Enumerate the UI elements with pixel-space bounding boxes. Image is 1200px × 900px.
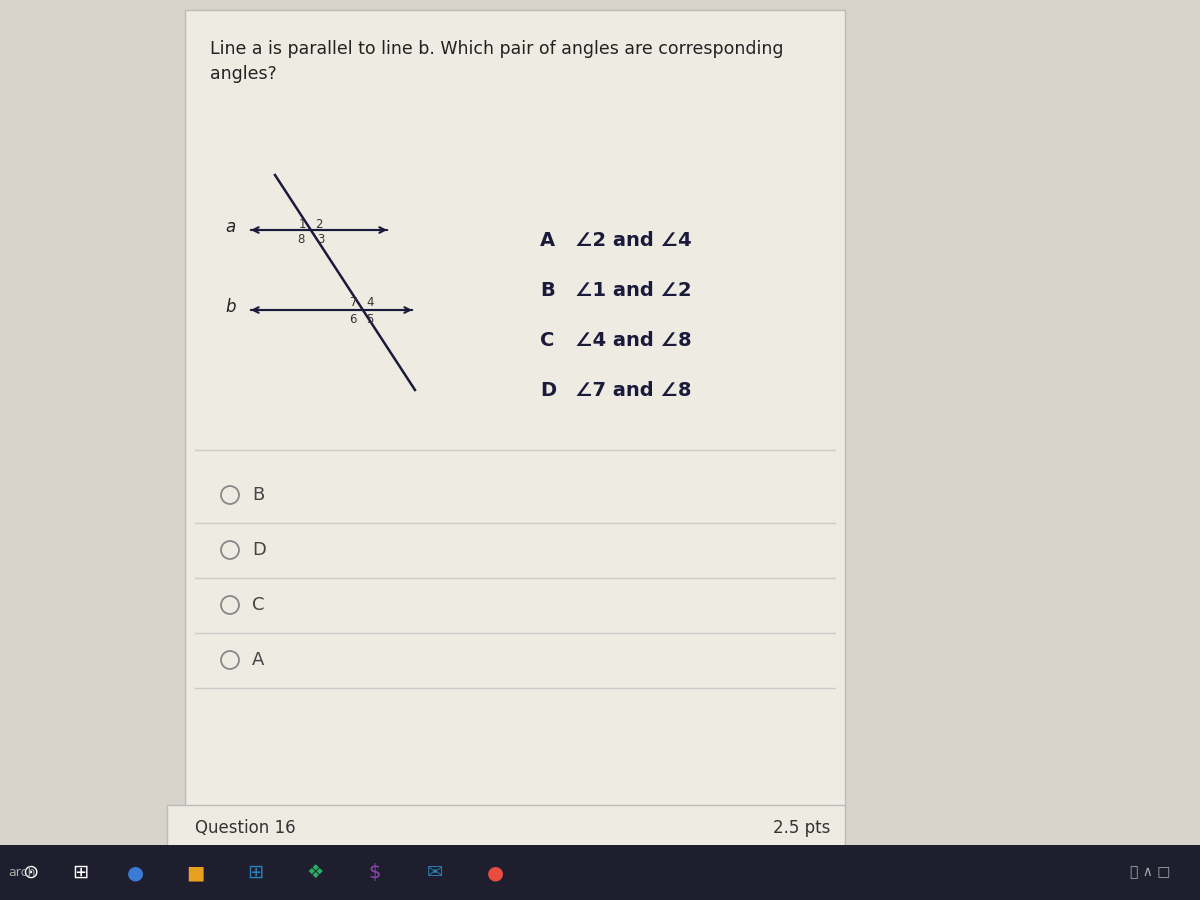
Text: 8: 8 — [298, 233, 305, 246]
Text: Question 16: Question 16 — [194, 819, 295, 837]
Text: C: C — [540, 330, 554, 349]
Text: ⊞: ⊞ — [72, 863, 88, 882]
Text: $: $ — [368, 863, 382, 882]
Text: D: D — [540, 381, 556, 400]
Bar — [0, 845, 1200, 900]
Text: ∠1 and ∠2: ∠1 and ∠2 — [575, 281, 691, 300]
Text: B: B — [540, 281, 554, 300]
Text: ✉: ✉ — [427, 863, 443, 882]
Text: A: A — [540, 230, 556, 249]
Text: 5: 5 — [366, 313, 373, 326]
Text: ■: ■ — [186, 863, 204, 882]
Text: arch: arch — [8, 866, 36, 879]
Text: b: b — [226, 298, 236, 316]
Text: 2: 2 — [316, 218, 323, 230]
Text: ∠2 and ∠4: ∠2 and ∠4 — [575, 230, 691, 249]
Text: 6: 6 — [349, 313, 358, 326]
Text: 1: 1 — [299, 218, 306, 230]
Text: C: C — [252, 596, 264, 614]
Text: 4: 4 — [366, 296, 374, 310]
Text: ●: ● — [486, 863, 504, 882]
Text: ∠7 and ∠8: ∠7 and ∠8 — [575, 381, 691, 400]
Text: a: a — [226, 218, 236, 236]
Text: ⊞: ⊞ — [247, 863, 263, 882]
Text: Line a is parallel to line b. Which pair of angles are corresponding: Line a is parallel to line b. Which pair… — [210, 40, 784, 58]
Text: B: B — [252, 486, 264, 504]
Text: ⊙: ⊙ — [22, 863, 38, 882]
Text: 2.5 pts: 2.5 pts — [773, 819, 830, 837]
Text: ❓ ∧ □: ❓ ∧ □ — [1130, 866, 1170, 879]
Bar — [185, 10, 845, 810]
Text: D: D — [252, 541, 266, 559]
Text: 7: 7 — [349, 296, 358, 310]
Text: 3: 3 — [317, 233, 324, 246]
Text: angles?: angles? — [210, 65, 277, 83]
Text: ❖: ❖ — [306, 863, 324, 882]
Text: A: A — [252, 651, 264, 669]
Text: ∠4 and ∠8: ∠4 and ∠8 — [575, 330, 691, 349]
Bar — [167, 805, 845, 850]
Text: ●: ● — [126, 863, 144, 882]
